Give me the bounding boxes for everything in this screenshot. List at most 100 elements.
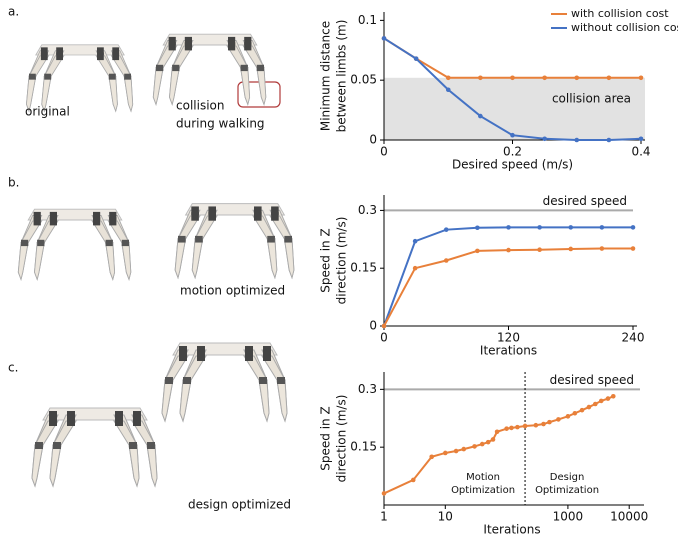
robot-joint bbox=[178, 235, 186, 243]
data-point bbox=[510, 132, 515, 138]
x-tick-label: 10 bbox=[438, 510, 453, 524]
data-point bbox=[506, 225, 511, 230]
caption: original bbox=[25, 105, 70, 119]
robot-joint bbox=[97, 47, 104, 55]
robot-illustration bbox=[26, 44, 134, 113]
y-tick-label: 0 bbox=[369, 319, 377, 333]
robot-joint bbox=[93, 217, 101, 226]
robot-joint bbox=[165, 377, 173, 384]
robot-joint bbox=[197, 346, 205, 355]
robot-joint bbox=[184, 42, 192, 51]
robot-joint bbox=[33, 217, 41, 226]
legend-label: with collision cost bbox=[571, 7, 669, 20]
data-point bbox=[381, 491, 387, 496]
robot-joint bbox=[271, 212, 279, 221]
robot-joint bbox=[129, 442, 137, 449]
panel-label: b. bbox=[8, 176, 19, 190]
robot-illustration bbox=[17, 208, 132, 281]
data-point bbox=[542, 75, 547, 81]
data-point bbox=[381, 36, 387, 41]
x-tick-label: 1000 bbox=[553, 510, 584, 524]
robot-joint bbox=[20, 239, 29, 247]
y-axis-title: Minimum distance bbox=[319, 21, 333, 131]
data-point bbox=[605, 396, 611, 401]
data-point bbox=[574, 75, 580, 81]
robot-joint bbox=[115, 411, 123, 420]
x-tick-label: 120 bbox=[497, 331, 520, 345]
robot-leg-lower bbox=[240, 67, 251, 106]
data-point bbox=[494, 429, 500, 435]
robot-joint bbox=[133, 417, 141, 426]
y-tick-label: 0.15 bbox=[350, 261, 377, 275]
data-point bbox=[445, 75, 451, 81]
data-point bbox=[593, 401, 598, 407]
data-point bbox=[630, 225, 636, 230]
robot-joint bbox=[109, 217, 117, 226]
divider-label: Optimization bbox=[535, 485, 599, 496]
data-point bbox=[443, 258, 449, 263]
robot-leg-lower bbox=[256, 67, 267, 106]
y-tick-label: 0 bbox=[369, 133, 377, 147]
data-point bbox=[556, 417, 561, 422]
reference-label: desired speed bbox=[543, 194, 627, 208]
robot-joint bbox=[256, 64, 264, 72]
x-axis-title: Desired speed (m/s) bbox=[452, 158, 573, 172]
x-tick-label: 10000 bbox=[610, 510, 648, 524]
robot-body bbox=[35, 44, 125, 56]
robot-leg-lower bbox=[266, 238, 278, 280]
y-tick-label: 0.05 bbox=[350, 73, 377, 87]
robot-joint bbox=[49, 211, 57, 220]
robot-illustration bbox=[174, 203, 295, 280]
data-point bbox=[479, 441, 485, 447]
robot-joint bbox=[33, 211, 41, 220]
caption: collision bbox=[176, 99, 224, 113]
robot-joint bbox=[40, 47, 48, 55]
data-point bbox=[547, 419, 552, 425]
robot-joint bbox=[56, 47, 63, 55]
robot-joint bbox=[156, 64, 164, 72]
data-point bbox=[606, 137, 612, 143]
robot-leg-lower bbox=[49, 444, 62, 488]
data-point bbox=[638, 136, 644, 142]
robot-joint bbox=[121, 239, 129, 247]
data-point bbox=[510, 75, 515, 81]
data-point bbox=[475, 248, 480, 254]
data-point bbox=[606, 75, 612, 81]
robot-body bbox=[42, 407, 148, 421]
reference-label: desired speed bbox=[550, 373, 634, 387]
robot-joint bbox=[284, 235, 292, 243]
robot-joint bbox=[197, 352, 205, 361]
robot-leg-lower bbox=[276, 379, 288, 423]
robot-joint bbox=[244, 36, 252, 45]
data-point bbox=[598, 398, 604, 404]
data-point bbox=[599, 225, 605, 230]
data-point bbox=[599, 246, 605, 251]
panel-label: c. bbox=[8, 361, 18, 375]
data-point bbox=[533, 422, 539, 428]
data-point bbox=[429, 454, 435, 460]
robot-joint bbox=[40, 52, 48, 61]
divider-label: Motion bbox=[466, 472, 500, 483]
robot-joint bbox=[172, 64, 180, 72]
series-line bbox=[383, 37, 641, 79]
robot-leg-lower bbox=[123, 75, 134, 113]
data-point bbox=[490, 437, 496, 442]
robot-body bbox=[172, 342, 278, 356]
data-point bbox=[453, 448, 459, 454]
y-axis-title: direction (m/s) bbox=[335, 395, 349, 483]
data-point bbox=[630, 246, 636, 251]
data-point bbox=[515, 424, 520, 430]
robot-illustration bbox=[31, 407, 158, 488]
data-point bbox=[572, 410, 578, 416]
robot-joint bbox=[49, 217, 57, 226]
y-axis-title: direction (m/s) bbox=[335, 217, 349, 305]
robot-leg-lower bbox=[283, 238, 295, 280]
robot-leg-lower bbox=[191, 238, 204, 280]
robot-joint bbox=[115, 417, 123, 426]
data-point bbox=[475, 225, 480, 231]
data-point bbox=[579, 407, 585, 413]
data-point bbox=[537, 247, 542, 253]
robot-joint bbox=[35, 442, 43, 449]
robot-joint bbox=[191, 206, 199, 215]
